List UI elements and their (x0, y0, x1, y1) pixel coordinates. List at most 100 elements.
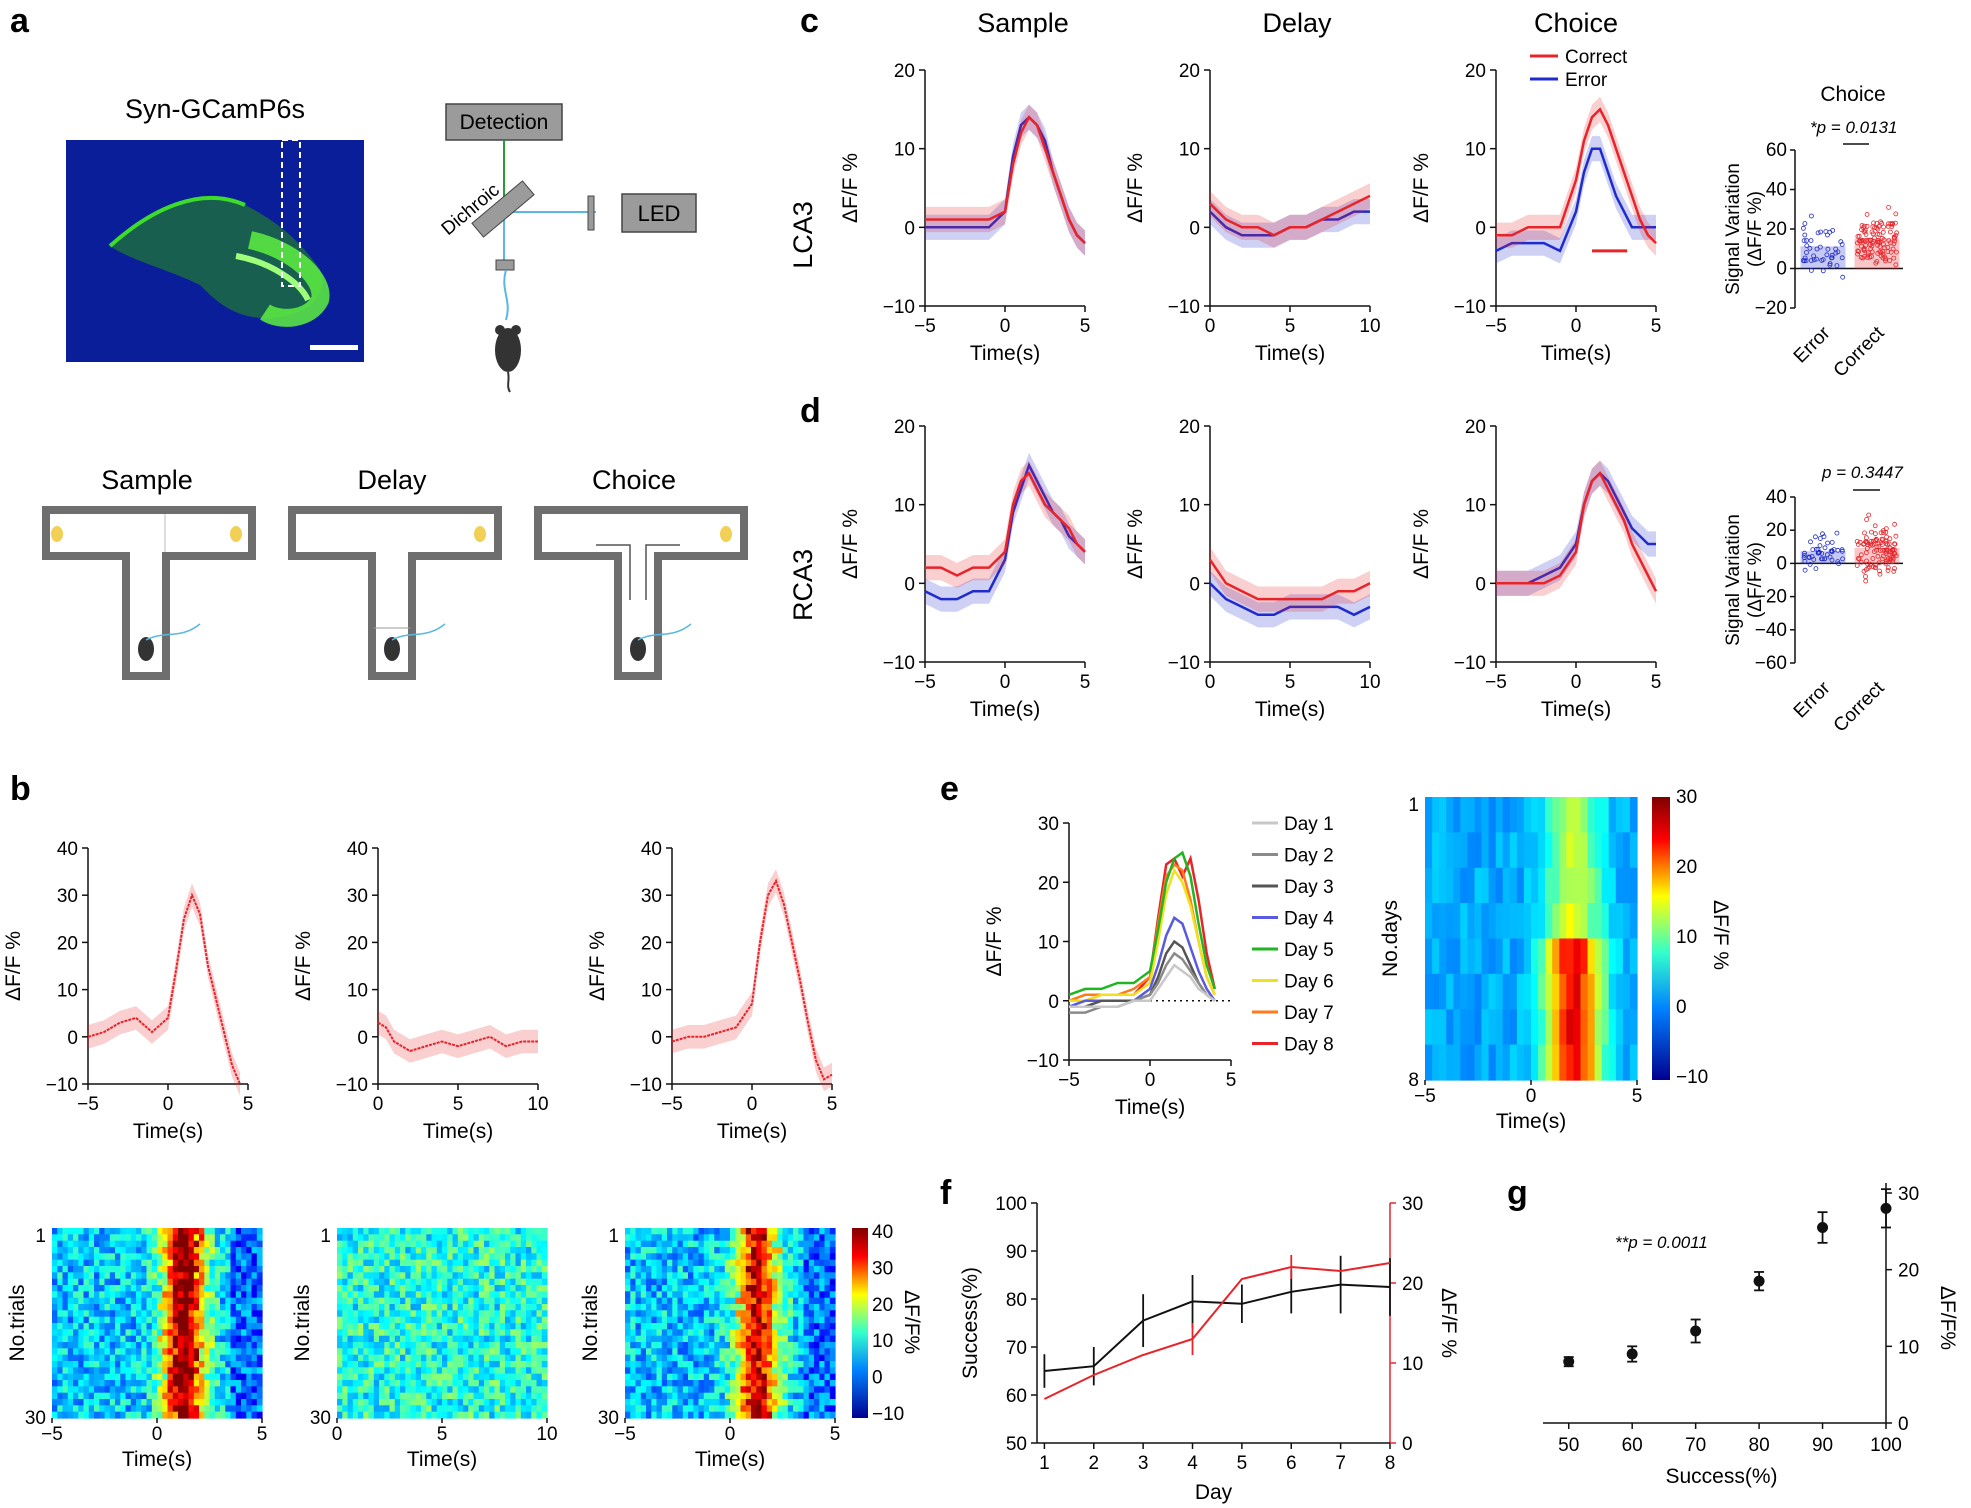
heatmap-cell (193, 1380, 200, 1387)
heatmap-cell (246, 1348, 253, 1356)
heatmap-cell (209, 1285, 216, 1292)
heatmap-cell (73, 1386, 79, 1394)
heatmap-cell (415, 1335, 422, 1343)
heatmap-cell (688, 1335, 694, 1343)
heatmap-cell (793, 1361, 799, 1368)
heatmap-cell (698, 1323, 705, 1330)
heatmap-cell (772, 1228, 778, 1235)
heatmap-cell (78, 1380, 85, 1387)
data-point (1863, 578, 1869, 584)
heatmap-cell (688, 1253, 694, 1261)
heatmap-cell (115, 1310, 121, 1318)
heatmap-cell (625, 1335, 631, 1343)
heatmap-cell (1573, 867, 1582, 904)
heatmap-cell (457, 1342, 464, 1349)
heatmap-cell (442, 1335, 448, 1343)
heatmap-cell (104, 1342, 111, 1349)
heatmap-cell (120, 1354, 127, 1362)
y-tick-label: 0 (357, 1028, 368, 1049)
heatmap-cell (667, 1361, 673, 1368)
heatmap-cell (824, 1266, 831, 1273)
heatmap-cell (782, 1361, 789, 1368)
heatmap-cell (193, 1247, 200, 1254)
heatmap-cell (531, 1399, 538, 1406)
heatmap-cell (505, 1272, 511, 1280)
heatmap-cell (541, 1354, 548, 1362)
led-box (621, 193, 697, 233)
heatmap-cell (494, 1373, 501, 1381)
heatmap-cell (436, 1335, 443, 1343)
heatmap-cell (146, 1240, 153, 1248)
heatmap-cell (798, 1323, 805, 1330)
heatmap-cell (436, 1399, 443, 1406)
heatmap-cell (798, 1247, 805, 1254)
heatmap-cell (400, 1329, 406, 1337)
data-point (1857, 238, 1862, 244)
heatmap-cell (67, 1316, 74, 1324)
heatmap-cell (677, 1392, 684, 1400)
heatmap-cell (104, 1234, 111, 1242)
heatmap-cell (730, 1373, 736, 1381)
heatmap-cell (162, 1405, 169, 1413)
x-tick-label: −5 (1058, 1070, 1080, 1091)
heatmap-cell (682, 1291, 689, 1299)
heatmap-cell (782, 1316, 789, 1324)
heatmap-cell (389, 1367, 396, 1375)
heatmap-cell (400, 1392, 406, 1400)
heatmap-cell (766, 1247, 773, 1254)
x-tick-label: 5 (1080, 316, 1091, 337)
heatmap-cell (109, 1329, 116, 1337)
heatmap-cell (83, 1405, 90, 1413)
heatmap-cell (751, 1361, 757, 1368)
data-point (1804, 238, 1809, 243)
heatmap-cell (489, 1316, 496, 1324)
data-point (1863, 242, 1869, 248)
heatmap-cell (57, 1367, 64, 1375)
heatmap-cell (193, 1329, 200, 1337)
heatmap-cell (793, 1228, 799, 1235)
colorbar-e-label: ΔF/F % (1709, 900, 1732, 970)
heatmap-cell (141, 1380, 148, 1387)
heatmap-cell (730, 1266, 736, 1273)
heatmap-cell (505, 1342, 511, 1349)
heatmap-cell (510, 1278, 517, 1286)
heatmap-cell (751, 1386, 757, 1394)
heatmap-cell (656, 1259, 663, 1267)
y-tick-label: 1 (1408, 795, 1419, 816)
heatmap-cell (808, 1297, 815, 1305)
heatmap-cell (1495, 903, 1504, 940)
heatmap-cell (751, 1329, 757, 1337)
heatmap-cell (724, 1266, 731, 1273)
heatmap-cell (235, 1323, 242, 1330)
heatmap-cell (136, 1380, 142, 1387)
heatmap-cell (505, 1405, 511, 1413)
heatmap-cell (188, 1367, 195, 1375)
heatmap-cell (803, 1323, 810, 1330)
heatmap-cell (178, 1285, 184, 1292)
heatmap-cell (724, 1367, 731, 1375)
heatmap-cell (421, 1367, 427, 1375)
heatmap-cell (94, 1386, 100, 1394)
heatmap-cell (199, 1304, 205, 1311)
heatmap-cell (635, 1234, 642, 1242)
heatmap-cell (761, 1259, 768, 1267)
data-point (1874, 225, 1880, 231)
heatmap-cell (719, 1278, 726, 1286)
heatmap-cell (109, 1361, 116, 1368)
heatmap-cell (125, 1234, 132, 1242)
heatmap-cell (199, 1259, 205, 1267)
heatmap-cell (167, 1266, 174, 1273)
heatmap-cell (337, 1253, 343, 1261)
heatmap-cell (241, 1291, 247, 1299)
heatmap-cell (452, 1316, 459, 1324)
heatmap-cell (819, 1234, 826, 1242)
heatmap-cell (463, 1310, 469, 1318)
heatmap-cell (793, 1354, 799, 1362)
heatmap-cell (819, 1304, 826, 1311)
data-point (1808, 539, 1813, 545)
data-point (1829, 255, 1835, 261)
heatmap-cell (1425, 973, 1433, 1010)
heatmap-cell (78, 1266, 85, 1273)
heatmap-cell (146, 1297, 153, 1305)
heatmap-cell (436, 1234, 443, 1242)
